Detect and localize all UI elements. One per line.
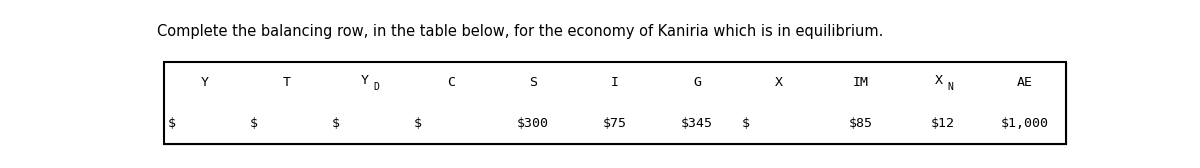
Bar (422, 111, 488, 137)
Text: C: C (446, 76, 455, 89)
Bar (656, 103, 738, 144)
Bar (341, 111, 407, 137)
Text: $: $ (168, 117, 175, 130)
Text: $: $ (250, 117, 258, 130)
Text: S: S (529, 76, 536, 89)
Bar (410, 61, 492, 103)
Text: IM: IM (853, 76, 869, 89)
Bar (410, 103, 492, 144)
Bar (984, 61, 1066, 103)
Bar (176, 111, 242, 137)
Text: $85: $85 (850, 117, 874, 130)
Bar (902, 61, 984, 103)
Bar (246, 61, 328, 103)
Bar (656, 61, 738, 103)
Bar (574, 103, 656, 144)
Text: T: T (283, 76, 290, 89)
Text: X: X (935, 74, 942, 88)
Bar (820, 103, 902, 144)
Bar (164, 61, 1066, 144)
Bar (574, 61, 656, 103)
Text: $300: $300 (517, 117, 548, 130)
Bar (164, 61, 246, 103)
Text: Complete the balancing row, in the table below, for the economy of Kaniria which: Complete the balancing row, in the table… (157, 24, 884, 39)
Bar (738, 61, 820, 103)
Text: N: N (948, 82, 954, 92)
Text: AE: AE (1018, 76, 1033, 89)
Bar (492, 61, 574, 103)
Bar (902, 103, 984, 144)
Bar (246, 103, 328, 144)
Bar (738, 103, 820, 144)
Text: D: D (373, 82, 379, 92)
Bar (328, 103, 410, 144)
Bar (259, 111, 324, 137)
Text: I: I (611, 76, 619, 89)
Text: Y: Y (360, 74, 368, 88)
Text: $1,000: $1,000 (1001, 117, 1049, 130)
Bar (820, 61, 902, 103)
Text: G: G (694, 76, 701, 89)
Bar (164, 103, 246, 144)
Text: Y: Y (200, 76, 209, 89)
Bar (751, 111, 816, 137)
Bar (328, 61, 410, 103)
Bar (984, 103, 1066, 144)
Text: $: $ (742, 117, 750, 130)
Text: $75: $75 (604, 117, 628, 130)
Text: $12: $12 (931, 117, 955, 130)
Text: $: $ (414, 117, 421, 130)
Text: X: X (775, 76, 784, 89)
Bar (492, 103, 574, 144)
Text: $: $ (331, 117, 340, 130)
Text: $345: $345 (682, 117, 713, 130)
